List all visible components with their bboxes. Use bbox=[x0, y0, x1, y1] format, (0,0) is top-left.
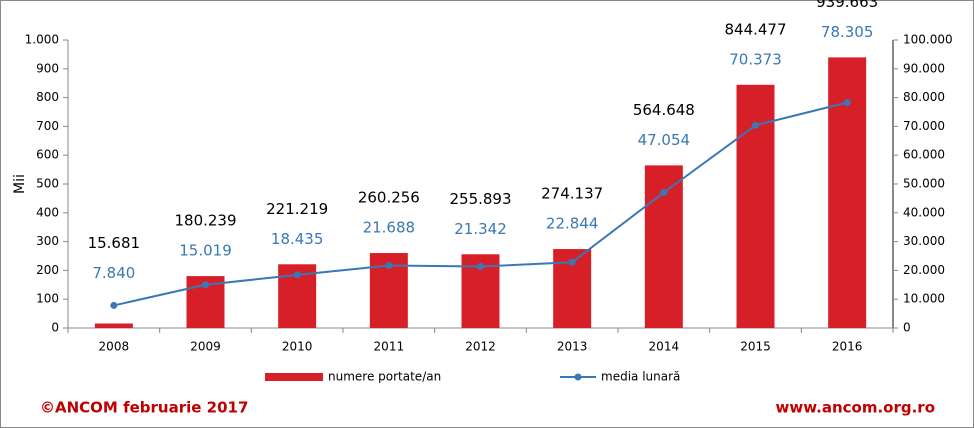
line-marker bbox=[110, 301, 118, 309]
line-marker bbox=[477, 263, 484, 271]
y-tick-label: 0 bbox=[51, 321, 59, 335]
x-tick-label: 2009 bbox=[190, 340, 221, 354]
legend-label: numere portate/an bbox=[328, 370, 441, 384]
line-marker bbox=[202, 281, 209, 289]
line-marker bbox=[568, 258, 576, 266]
x-tick-label: 2010 bbox=[282, 340, 313, 354]
legend-label: media lunară bbox=[601, 370, 680, 384]
x-tick-label: 2015 bbox=[740, 340, 771, 354]
line-value-label: 78.305 bbox=[821, 23, 874, 41]
footer-right: www.ancom.org.ro bbox=[776, 399, 935, 417]
bar-value-label: 255.893 bbox=[449, 190, 511, 208]
x-tick-label: 2016 bbox=[832, 340, 863, 354]
line-value-label: 15.019 bbox=[179, 242, 232, 260]
y-tick-label: 400 bbox=[36, 205, 59, 219]
line-value-label: 70.373 bbox=[729, 50, 782, 68]
y-tick-label: 200 bbox=[36, 263, 59, 277]
line-value-label: 18.435 bbox=[271, 230, 324, 248]
line-value-label: 7.840 bbox=[92, 264, 135, 282]
footer-left: ©ANCOM februarie 2017 bbox=[40, 399, 248, 417]
y2-tick-label: 80.000 bbox=[903, 90, 945, 104]
line-value-label: 22.844 bbox=[546, 215, 599, 233]
y2-tick-label: 40.000 bbox=[903, 205, 945, 219]
y-axis-label: Mii bbox=[12, 174, 28, 194]
line-marker bbox=[660, 188, 668, 196]
y2-tick-label: 90.000 bbox=[903, 61, 945, 75]
y2-tick-label: 30.000 bbox=[903, 234, 945, 248]
y-tick-label: 900 bbox=[36, 61, 59, 75]
y2-tick-label: 0 bbox=[903, 321, 911, 335]
y2-tick-label: 10.000 bbox=[903, 292, 945, 306]
legend-swatch bbox=[265, 373, 323, 381]
y-tick-label: 500 bbox=[36, 177, 59, 191]
y2-tick-label: 70.000 bbox=[903, 119, 945, 133]
line-marker bbox=[843, 98, 851, 106]
x-tick-label: 2012 bbox=[465, 340, 496, 354]
y2-tick-label: 100.000 bbox=[903, 33, 953, 47]
y-tick-label: 300 bbox=[36, 234, 59, 248]
bar bbox=[828, 57, 867, 329]
bar-value-label: 15.681 bbox=[88, 234, 141, 252]
legend-swatch bbox=[574, 373, 582, 381]
line-value-label: 21.342 bbox=[454, 220, 507, 238]
y-tick-label: 600 bbox=[36, 148, 59, 162]
y-tick-label: 1.000 bbox=[25, 33, 59, 47]
bar-value-label: 221.219 bbox=[266, 200, 328, 218]
x-tick-label: 2008 bbox=[99, 340, 130, 354]
x-tick-label: 2011 bbox=[374, 340, 405, 354]
line-value-label: 47.054 bbox=[638, 131, 691, 149]
bar-value-label: 939.663 bbox=[816, 0, 878, 11]
bar-value-label: 180.239 bbox=[174, 212, 236, 230]
bar bbox=[94, 323, 133, 328]
y-tick-label: 800 bbox=[36, 90, 59, 104]
bar-value-label: 564.648 bbox=[633, 101, 695, 119]
y-tick-label: 100 bbox=[36, 292, 59, 306]
y2-tick-label: 50.000 bbox=[903, 177, 945, 191]
y2-tick-label: 20.000 bbox=[903, 263, 945, 277]
bar-value-label: 844.477 bbox=[724, 20, 786, 38]
x-tick-label: 2013 bbox=[557, 340, 588, 354]
line-marker bbox=[385, 262, 393, 270]
bar-value-label: 260.256 bbox=[358, 189, 420, 207]
line-marker bbox=[293, 271, 301, 279]
bar-value-label: 274.137 bbox=[541, 185, 603, 203]
line-marker bbox=[752, 121, 759, 129]
y-tick-label: 700 bbox=[36, 119, 59, 133]
x-tick-label: 2014 bbox=[649, 340, 680, 354]
y2-tick-label: 60.000 bbox=[903, 148, 945, 162]
line-value-label: 21.688 bbox=[363, 219, 416, 237]
